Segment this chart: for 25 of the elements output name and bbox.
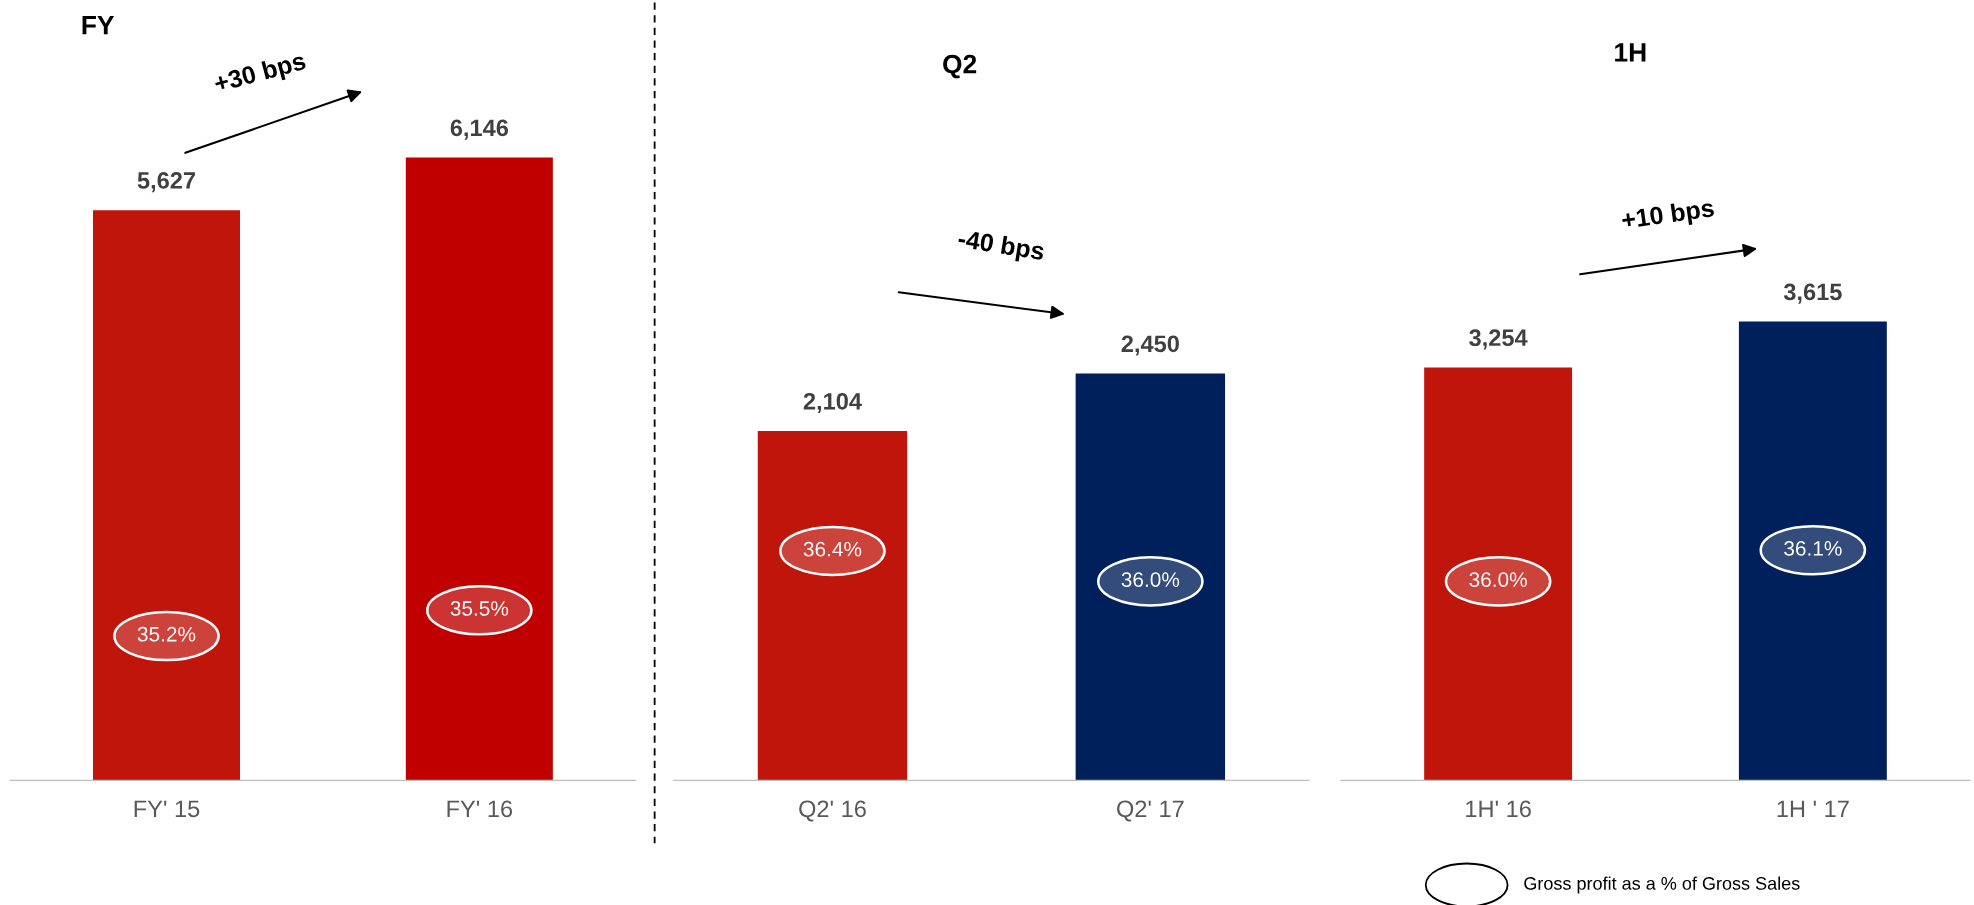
data-label: 2,104: [803, 392, 862, 414]
x-tick-label: FY' 15: [134, 800, 200, 818]
data-label: 3,254: [1469, 329, 1528, 350]
text: +30 bps: [213, 51, 308, 98]
chart-title: 1H: [1615, 43, 1646, 62]
x-tick-label: Q2' 17: [1117, 800, 1184, 822]
text: Gross profit as a % of Gross Sales: [1524, 876, 1800, 894]
annotation: 36.1%: [1784, 541, 1842, 556]
data-label: 3,615: [1783, 283, 1842, 304]
text: -40 bps: [956, 228, 1045, 266]
x-tick-label: FY' 16: [447, 800, 513, 818]
x-tick-label: Q2' 16: [799, 800, 866, 822]
data-label: 2,450: [1121, 335, 1179, 356]
x-tick-label: 1H' 16: [1466, 800, 1531, 818]
chart-title: Q2: [943, 54, 977, 79]
chart-title: FY: [82, 15, 115, 35]
data-label: 6,146: [450, 119, 509, 140]
data-label: 5,627: [137, 172, 195, 193]
x-tick-label: 1H ' 17: [1777, 800, 1849, 817]
annotation: 35.2%: [137, 626, 196, 642]
annotation: 36.0%: [1469, 572, 1527, 587]
annotation: 36.0%: [1121, 572, 1180, 587]
annotation: 35.5%: [450, 601, 509, 616]
text: +10 bps: [1621, 198, 1716, 234]
annotation: 36.4%: [803, 541, 862, 557]
